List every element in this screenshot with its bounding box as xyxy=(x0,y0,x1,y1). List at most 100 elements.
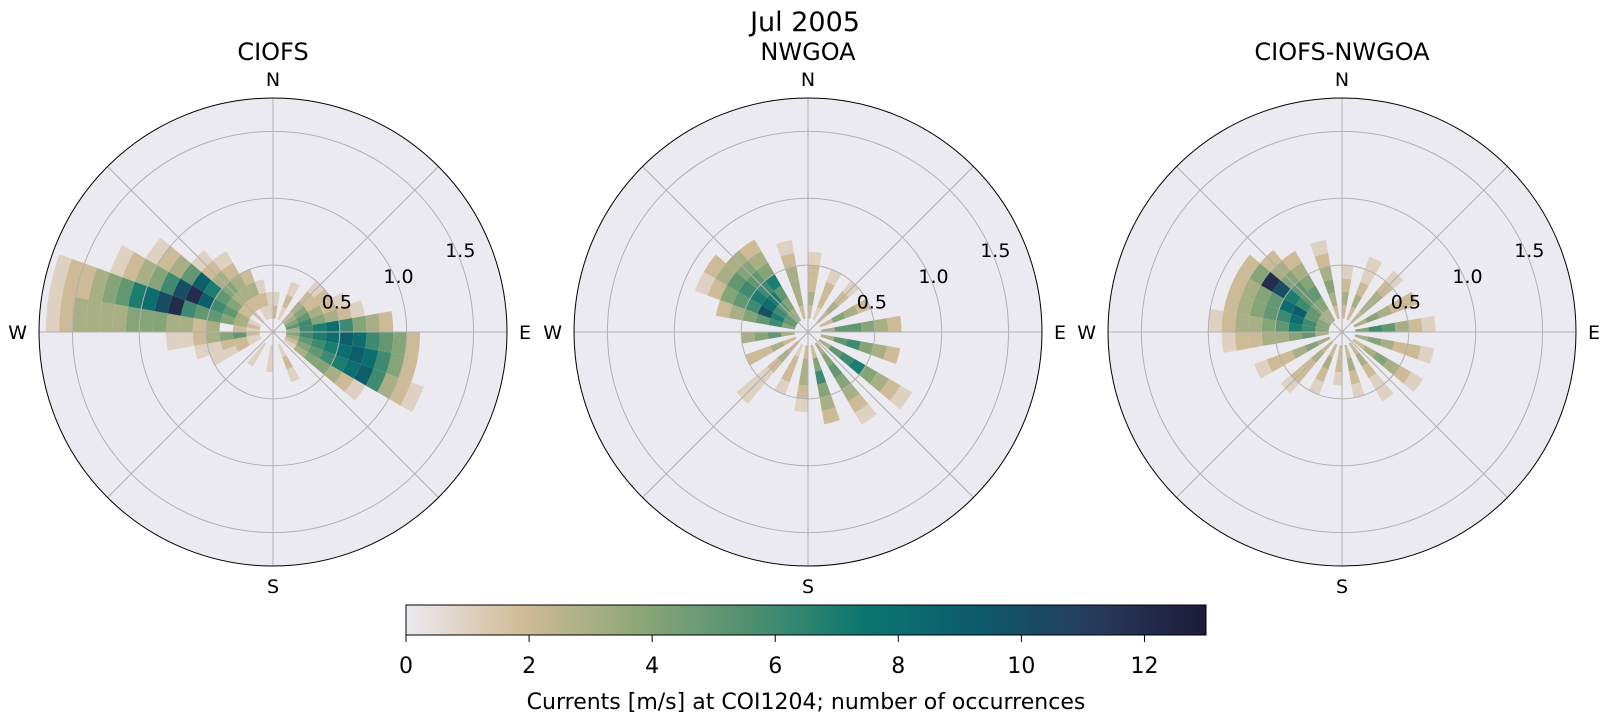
rose-cell xyxy=(283,314,297,326)
compass-label: S xyxy=(802,576,814,598)
rose-cell xyxy=(1404,343,1422,360)
rose-cell xyxy=(1399,291,1418,310)
rose-cell xyxy=(754,332,769,342)
rose-cell xyxy=(819,394,836,412)
rose-cell xyxy=(373,350,392,374)
rose-cell xyxy=(808,291,815,306)
rose-cell xyxy=(263,305,271,320)
rose-cell xyxy=(180,299,198,319)
panel-title: CIOFS xyxy=(237,38,308,66)
rose-cell xyxy=(847,322,862,332)
rose-cell xyxy=(212,250,233,271)
rose-cell xyxy=(1248,315,1263,332)
rose-cell xyxy=(1299,274,1316,292)
rose-cell xyxy=(220,338,236,351)
rose-cell xyxy=(338,332,354,346)
rose-cell xyxy=(247,318,262,328)
rose-cell xyxy=(1351,294,1363,309)
rose-cell xyxy=(247,352,260,367)
rose-cell xyxy=(819,318,834,328)
rose-cell xyxy=(1337,345,1342,359)
rose-cell xyxy=(715,299,733,319)
rose-cell xyxy=(703,254,727,279)
rose-cell xyxy=(803,345,808,359)
rose-cell xyxy=(134,258,158,287)
angular-gridline xyxy=(807,166,974,333)
rose-cell xyxy=(192,318,208,332)
rose-cell xyxy=(761,297,778,312)
rose-cell xyxy=(889,385,913,410)
rose-cell xyxy=(193,343,211,360)
rose-cell xyxy=(310,338,326,351)
rose-cell xyxy=(770,341,785,353)
rose-cell xyxy=(296,341,311,353)
panel-title: NWGOA xyxy=(760,38,856,66)
rose-cell xyxy=(1394,320,1409,332)
rose-cell xyxy=(1248,332,1263,349)
rose-cell xyxy=(1344,344,1352,359)
rose-cell xyxy=(1355,352,1368,367)
colorbar-tick-label: 0 xyxy=(399,654,413,679)
rose-cell xyxy=(220,313,236,326)
rose-cell xyxy=(114,277,135,307)
rose-cell xyxy=(323,341,339,355)
rose-cell xyxy=(139,308,155,332)
rose-cell xyxy=(1295,297,1312,312)
rose-cell xyxy=(838,352,855,367)
rose-cell xyxy=(1335,358,1342,373)
rose-cell xyxy=(801,358,808,373)
rose-cell xyxy=(1235,332,1250,351)
rose-cell xyxy=(1236,295,1255,316)
rose-cell xyxy=(1314,252,1331,270)
rose-cell xyxy=(286,281,300,298)
rose-cell xyxy=(233,336,248,346)
rose-cell xyxy=(62,258,85,298)
rose-cell xyxy=(285,334,300,342)
rose-cell xyxy=(319,350,336,366)
rose-cell xyxy=(1254,285,1273,305)
rose-cell xyxy=(147,265,169,291)
rose-cell xyxy=(1304,311,1319,323)
rose-cell xyxy=(1382,358,1400,375)
angular-gridline xyxy=(1341,331,1508,498)
angular-gridline xyxy=(272,331,439,498)
rose-cell xyxy=(784,314,798,326)
rose-cell xyxy=(1307,306,1322,319)
rose-cell xyxy=(232,332,247,339)
rose-cell xyxy=(757,305,774,319)
rose-cell xyxy=(252,294,264,309)
rose-cell xyxy=(818,338,832,350)
rose-cell xyxy=(344,378,366,401)
rose-cell xyxy=(1221,311,1237,332)
rose-cell xyxy=(246,327,260,332)
radial-tick-label: 1.5 xyxy=(1514,240,1544,262)
rose-cell xyxy=(180,263,202,286)
rose-panel: 0.5 1.0 1.5 N E S W CIOFS xyxy=(8,38,531,598)
angular-gridline xyxy=(642,166,809,333)
rose-cell xyxy=(1319,266,1333,282)
rose-cell xyxy=(834,372,851,390)
rose-cell xyxy=(821,407,841,425)
colorbar-tick-label: 8 xyxy=(891,654,905,679)
rose-cell xyxy=(207,309,223,323)
rose-cell xyxy=(259,292,269,307)
rose-cell xyxy=(232,325,247,332)
polar-outline xyxy=(1107,97,1577,567)
rose-cell xyxy=(1342,305,1347,319)
rose-cell xyxy=(193,304,211,321)
rose-cell xyxy=(842,305,859,319)
rose-cell xyxy=(1392,341,1408,355)
rose-cell xyxy=(1260,271,1281,292)
rose-cell xyxy=(1388,298,1405,314)
rose-cell xyxy=(787,355,799,370)
rose-cell xyxy=(1316,297,1329,312)
rose-cell xyxy=(168,254,192,279)
rose-cell xyxy=(1362,345,1377,358)
rose-cell xyxy=(821,327,835,332)
rose-cell xyxy=(833,336,848,346)
rose-cell xyxy=(330,354,349,373)
rose-cell xyxy=(342,359,361,379)
rose-cell xyxy=(348,345,366,365)
rose-cell xyxy=(222,345,239,359)
rose-cell xyxy=(1365,311,1380,323)
